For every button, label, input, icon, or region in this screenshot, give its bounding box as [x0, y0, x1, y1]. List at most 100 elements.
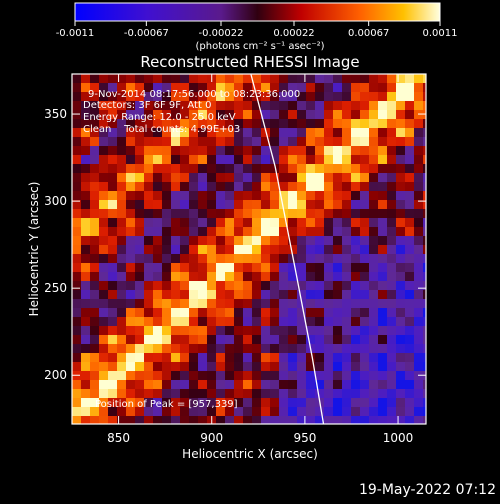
heatmap-pixel: [189, 191, 198, 200]
heatmap-pixel: [216, 263, 225, 272]
heatmap-pixel: [171, 245, 180, 254]
heatmap-pixel: [144, 254, 153, 263]
heatmap-pixel: [288, 218, 297, 227]
heatmap-pixel: [108, 344, 117, 353]
heatmap-pixel: [72, 227, 81, 236]
heatmap-pixel: [216, 92, 225, 101]
heatmap-pixel: [117, 191, 126, 200]
heatmap-pixel: [324, 398, 333, 407]
heatmap-pixel: [324, 218, 333, 227]
heatmap-pixel: [396, 353, 405, 362]
heatmap-pixel: [351, 380, 360, 389]
heatmap-pixel: [342, 218, 351, 227]
heatmap-pixel: [333, 299, 342, 308]
heatmap-pixel: [243, 353, 252, 362]
heatmap-pixel: [378, 290, 387, 299]
heatmap-pixel: [234, 380, 243, 389]
heatmap-pixel: [387, 407, 396, 416]
heatmap-pixel: [261, 137, 270, 146]
heatmap-pixel: [405, 164, 414, 173]
heatmap-pixel: [108, 227, 117, 236]
heatmap-pixel: [117, 164, 126, 173]
heatmap-pixel: [234, 272, 243, 281]
heatmap-pixel: [270, 227, 279, 236]
heatmap-pixel: [108, 281, 117, 290]
heatmap-pixel: [81, 173, 90, 182]
heatmap-pixel: [360, 110, 369, 119]
heatmap-pixel: [423, 200, 426, 209]
heatmap-pixel: [306, 353, 315, 362]
heatmap-pixel: [81, 182, 90, 191]
heatmap-pixel: [108, 416, 117, 424]
heatmap-pixel: [414, 335, 423, 344]
heatmap-pixel: [144, 308, 153, 317]
heatmap-pixel: [171, 299, 180, 308]
heatmap-pixel: [360, 227, 369, 236]
heatmap-pixel: [351, 200, 360, 209]
heatmap-pixel: [342, 83, 351, 92]
heatmap-pixel: [333, 290, 342, 299]
heatmap-pixel: [117, 263, 126, 272]
heatmap-pixel: [423, 335, 426, 344]
heatmap-pixel: [378, 200, 387, 209]
heatmap-pixel: [234, 110, 243, 119]
colorbar-unit-label: (photons cm⁻² s⁻¹ asec⁻²): [195, 41, 324, 52]
heatmap-pixel: [297, 137, 306, 146]
heatmap-pixel: [225, 236, 234, 245]
heatmap-pixel: [261, 227, 270, 236]
y-tick-label: 250: [44, 281, 67, 295]
heatmap-pixel: [360, 290, 369, 299]
heatmap-pixel: [270, 299, 279, 308]
heatmap-pixel: [396, 164, 405, 173]
heatmap-pixel: [306, 227, 315, 236]
heatmap-pixel: [252, 308, 261, 317]
heatmap-pixel: [252, 371, 261, 380]
heatmap-pixel: [360, 263, 369, 272]
heatmap-pixel: [99, 101, 108, 110]
heatmap-pixel: [405, 74, 414, 83]
heatmap-pixel: [198, 299, 207, 308]
heatmap-pixel: [144, 299, 153, 308]
heatmap-pixel: [216, 290, 225, 299]
heatmap-pixel: [333, 128, 342, 137]
heatmap-pixel: [171, 236, 180, 245]
heatmap-pixel: [180, 362, 189, 371]
heatmap-pixel: [90, 290, 99, 299]
heatmap-pixel: [81, 164, 90, 173]
heatmap-pixel: [270, 218, 279, 227]
heatmap-pixel: [396, 191, 405, 200]
heatmap-pixel: [99, 326, 108, 335]
heatmap-pixel: [279, 236, 288, 245]
heatmap-pixel: [144, 155, 153, 164]
heatmap-pixel: [72, 191, 81, 200]
heatmap-pixel: [423, 83, 426, 92]
heatmap-pixel: [108, 137, 117, 146]
heatmap-pixel: [324, 254, 333, 263]
heatmap-pixel: [189, 92, 198, 101]
heatmap-pixel: [153, 182, 162, 191]
heatmap-pixel: [387, 146, 396, 155]
heatmap-pixel: [423, 380, 426, 389]
heatmap-pixel: [162, 380, 171, 389]
heatmap-pixel: [261, 74, 270, 83]
heatmap-pixel: [153, 416, 162, 424]
heatmap-pixel: [162, 155, 171, 164]
heatmap-pixel: [225, 353, 234, 362]
heatmap-pixel: [324, 290, 333, 299]
heatmap-pixel: [333, 326, 342, 335]
heatmap-pixel: [306, 380, 315, 389]
heatmap-pixel: [297, 398, 306, 407]
heatmap-pixel: [171, 308, 180, 317]
heatmap-pixel: [207, 101, 216, 110]
heatmap-pixel: [135, 83, 144, 92]
heatmap-pixel: [198, 209, 207, 218]
heatmap-pixel: [324, 326, 333, 335]
heatmap-pixel: [180, 281, 189, 290]
heatmap-pixel: [414, 353, 423, 362]
heatmap-pixel: [324, 92, 333, 101]
heatmap-pixel: [270, 380, 279, 389]
heatmap-pixel: [360, 326, 369, 335]
heatmap-pixel: [135, 299, 144, 308]
heatmap-pixel: [162, 398, 171, 407]
heatmap-pixel: [171, 290, 180, 299]
